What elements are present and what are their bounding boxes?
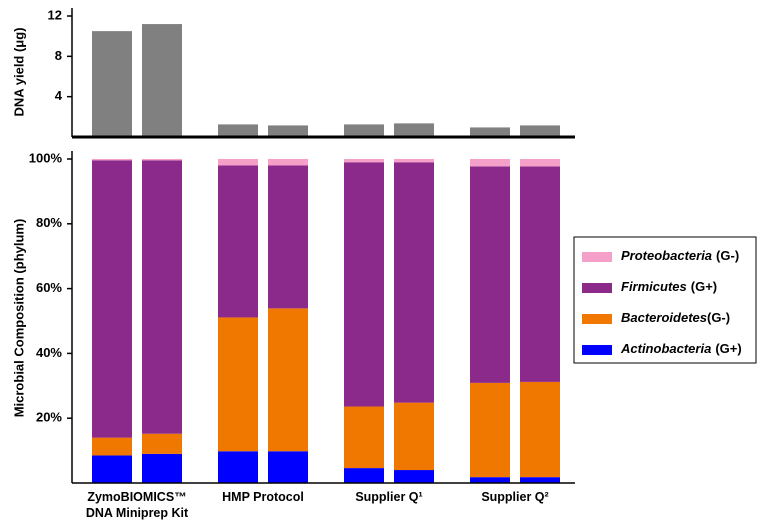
bar-segment xyxy=(344,468,384,483)
y-axis-label: DNA yield (μg) xyxy=(11,27,26,116)
bar xyxy=(218,124,258,137)
legend-gram: (G+) xyxy=(715,341,741,356)
legend-swatch xyxy=(582,314,612,324)
bar-segment xyxy=(470,166,510,383)
y-tick-label: 4 xyxy=(55,88,63,103)
bar xyxy=(470,127,510,137)
y-axis-label: Microbial Composition (phylum) xyxy=(11,219,26,418)
x-tick-label: Supplier Q² xyxy=(481,490,549,504)
bar xyxy=(268,125,308,137)
legend-label: Bacteroidetes(G-) xyxy=(621,310,730,325)
legend-gram: (G+) xyxy=(691,279,717,294)
legend-swatch xyxy=(582,345,612,355)
bar-segment xyxy=(520,477,560,483)
bar-segment xyxy=(268,165,308,309)
bar-segment xyxy=(520,381,560,478)
bar-segment xyxy=(142,433,182,454)
bar-segment xyxy=(470,159,510,167)
bar-segment xyxy=(520,166,560,382)
bar xyxy=(142,24,182,137)
legend-name: Actinobacteria xyxy=(620,341,711,356)
bar-segment xyxy=(394,402,434,471)
x-tick-label: HMP Protocol xyxy=(222,490,304,504)
bar-segment xyxy=(92,455,132,483)
x-tick-label: Supplier Q¹ xyxy=(355,490,423,504)
y-tick-label: 40% xyxy=(36,345,62,360)
bar xyxy=(344,124,384,137)
legend-name: Proteobacteria xyxy=(621,248,712,263)
legend-gram: (G-) xyxy=(707,310,730,325)
legend-label: Proteobacteria (G-) xyxy=(621,248,739,263)
legend-swatch xyxy=(582,283,612,293)
bar-segment xyxy=(142,453,182,483)
y-tick-label: 60% xyxy=(36,280,62,295)
legend-name: Firmicutes xyxy=(621,279,687,294)
bar-segment xyxy=(218,451,258,483)
bar-segment xyxy=(394,162,434,403)
bar-segment xyxy=(394,159,434,163)
y-tick-label: 20% xyxy=(36,410,62,425)
bar-segment xyxy=(268,159,308,166)
legend-label: Firmicutes (G+) xyxy=(621,279,717,294)
bar-segment xyxy=(344,159,384,163)
legend-swatch xyxy=(582,252,612,262)
bar-segment xyxy=(344,406,384,469)
bar xyxy=(394,123,434,137)
bar-segment xyxy=(142,159,182,161)
bar-segment xyxy=(344,162,384,407)
bar-segment xyxy=(142,160,182,434)
bar-segment xyxy=(520,159,560,167)
bar-segment xyxy=(470,477,510,483)
y-tick-label: 8 xyxy=(55,48,62,63)
bar-segment xyxy=(92,159,132,161)
bar-segment xyxy=(218,165,258,318)
bar-segment xyxy=(394,470,434,483)
bar-segment xyxy=(92,160,132,438)
bar-segment xyxy=(92,437,132,456)
legend-gram: (G-) xyxy=(716,248,739,263)
y-tick-label: 12 xyxy=(48,7,62,22)
bar-segment xyxy=(218,159,258,166)
bar xyxy=(520,125,560,137)
y-tick-label: 80% xyxy=(36,215,62,230)
bar-segment xyxy=(470,382,510,478)
legend-name: Bacteroidetes xyxy=(621,310,707,325)
bar-segment xyxy=(268,308,308,452)
bar xyxy=(92,31,132,137)
x-tick-label: ZymoBIOMICS™ DNA Miniprep Kit xyxy=(85,490,189,520)
legend-label: Actinobacteria (G+) xyxy=(620,341,742,356)
bar-segment xyxy=(218,317,258,452)
y-tick-label: 100% xyxy=(29,150,63,165)
bar-segment xyxy=(268,451,308,483)
